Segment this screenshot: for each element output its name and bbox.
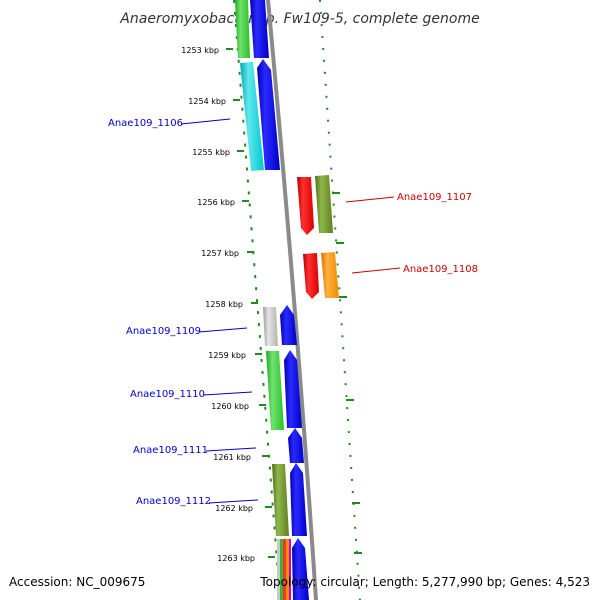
gene-arrow[interactable]: [240, 62, 264, 171]
label-leader-line: [180, 118, 231, 125]
gene-strip: [277, 539, 280, 600]
gene-strip: [289, 539, 291, 600]
gene-arrow[interactable]: [263, 307, 278, 346]
gene-arrow[interactable]: [266, 351, 284, 430]
gene-label-anae109-1107[interactable]: Anae109_1107: [397, 192, 472, 203]
accession-label: Accession: NC_009675: [9, 575, 145, 589]
tick-label: 1263 kbp: [217, 554, 255, 563]
label-leader-line: [345, 196, 395, 203]
label-leader-line: [202, 391, 253, 396]
tick-label: 1256 kbp: [197, 198, 235, 207]
gene-arrow[interactable]: [292, 538, 309, 600]
label-leader-line: [351, 267, 401, 274]
gene-arrow[interactable]: [280, 305, 297, 345]
gene-strip: [283, 539, 286, 600]
gene-label-anae109-1109[interactable]: Anae109_1109: [126, 326, 201, 337]
gene-label-anae109-1111[interactable]: Anae109_1111: [133, 445, 208, 456]
right-dotted-track: [319, 0, 361, 600]
gene-arrow[interactable]: [303, 253, 319, 299]
gene-strip: [280, 539, 283, 600]
gene-arrow[interactable]: [257, 59, 280, 170]
tick-label: 1261 kbp: [213, 453, 251, 462]
gene-arrow[interactable]: [250, 0, 269, 58]
gene-arrow[interactable]: [284, 350, 302, 428]
tick-label: 1253 kbp: [181, 46, 219, 55]
tick-label: 1262 kbp: [215, 504, 253, 513]
label-leader-line: [198, 327, 248, 333]
label-leader-line: [205, 447, 257, 452]
gene-strip: [286, 539, 289, 600]
genome-backbone: [266, 0, 318, 600]
label-leader-line: [208, 499, 259, 504]
gene-arrow[interactable]: [297, 177, 314, 235]
gene-arrow[interactable]: [272, 464, 289, 536]
gene-arrow[interactable]: [321, 252, 339, 298]
tick-label: 1260 kbp: [211, 402, 249, 411]
tick-label: 1258 kbp: [205, 300, 243, 309]
gene-label-anae109-1112[interactable]: Anae109_1112: [136, 496, 211, 507]
tick-marks: [226, 48, 362, 558]
topology-label: Topology: circular; Length: 5,277,990 bp…: [259, 575, 590, 589]
gene-arrow[interactable]: [290, 463, 307, 536]
tick-labels: 1253 kbp 1254 kbp 1255 kbp 1256 kbp 1257…: [181, 46, 255, 563]
tick-label: 1254 kbp: [188, 97, 226, 106]
tick-label: 1257 kbp: [201, 249, 239, 258]
reverse-genes: [297, 175, 339, 299]
gene-arrow[interactable]: [288, 428, 304, 463]
tick-label: 1255 kbp: [192, 148, 230, 157]
gene-label-anae109-1106[interactable]: Anae109_1106: [108, 118, 183, 129]
gene-label-anae109-1110[interactable]: Anae109_1110: [130, 389, 205, 400]
left-dotted-track: [233, 0, 281, 600]
gene-arrow[interactable]: [315, 175, 333, 233]
tick-label: 1259 kbp: [208, 351, 246, 360]
gene-arrow[interactable]: [235, 0, 250, 58]
gene-label-anae109-1108[interactable]: Anae109_1108: [403, 264, 478, 275]
forward-genes: [235, 0, 309, 600]
map-title: Anaeromyxobacter sp. Fw109-5, complete g…: [119, 11, 479, 27]
